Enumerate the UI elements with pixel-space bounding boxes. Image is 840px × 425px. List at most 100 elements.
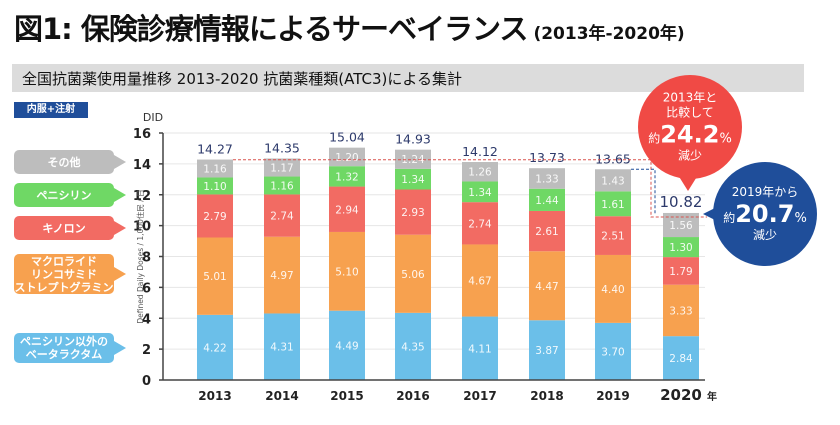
legend-label: マクロライド リンコサミド ストレプトグラミン [14, 254, 114, 294]
callout-value: 20.7 [735, 200, 795, 228]
bar-segment-label: 2.51 [601, 231, 624, 243]
bar-segment [264, 313, 300, 380]
callout-vs-2019: 2019年から 約20.7% 減少 [703, 162, 817, 266]
x-tick-label: 2015 [330, 389, 363, 403]
x-tick-label: 2017 [463, 389, 496, 403]
bar-segment-label: 5.06 [401, 269, 425, 281]
y-tick-label: 2 [142, 343, 151, 358]
legend-item-other: その他 [14, 150, 126, 174]
legend-label: ペニシリン [36, 188, 92, 202]
bar-segment-label: 1.43 [601, 175, 624, 187]
bar-segment-label: 2.74 [468, 218, 492, 230]
bar-segment-label: 2.79 [203, 211, 226, 223]
bar-segment [329, 231, 365, 311]
bar-total-label: 13.73 [529, 150, 565, 165]
route-badge: 内服+注射 [14, 102, 88, 118]
callout-line: 減少 [752, 228, 777, 242]
bar-segment-label: 1.79 [669, 266, 692, 278]
bar-segment [529, 210, 565, 252]
bar-segment-label: 4.31 [270, 342, 293, 354]
bar-segment [462, 244, 498, 317]
bar-segment [197, 194, 233, 238]
bar-segment-label: 1.32 [335, 171, 358, 183]
bar-segment-label: 4.35 [401, 341, 424, 353]
y-tick-label: 14 [133, 158, 151, 173]
bar-segment-label: 3.33 [669, 305, 692, 317]
callout-prefix: 約 [648, 131, 661, 146]
legend-item-penicillin: ペニシリン [14, 183, 126, 207]
bar-segment [595, 191, 631, 217]
bar-segment [663, 336, 699, 380]
bar-segment [529, 320, 565, 380]
legend-label: その他 [47, 155, 81, 169]
bar-segment [395, 168, 431, 190]
callout-line: 減少 [677, 148, 702, 163]
callout-line: 比較して [666, 105, 714, 120]
callout-unit: % [794, 211, 807, 226]
y-tick-label: 8 [142, 251, 151, 266]
callout-unit: % [719, 131, 732, 147]
bar-segment [264, 158, 300, 177]
y-tick-label: 4 [142, 312, 151, 327]
figure-title: 図1: 保険診療情報によるサーベイランス (2013年-2020年) [14, 6, 685, 48]
figure-title-range: (2013年-2020年) [533, 24, 685, 44]
bar-segment [663, 257, 699, 285]
x-tick-label: 2014 [265, 389, 298, 403]
y-tick-label: 6 [142, 281, 151, 296]
bar-segment [462, 202, 498, 245]
bar-segment-label: 1.34 [468, 187, 492, 199]
bar-total-label: 14.35 [264, 140, 300, 155]
y-tick-label: 16 [133, 127, 151, 142]
legend-item-macrolide: マクロライド リンコサミド ストレプトグラミン [14, 254, 126, 294]
bar-segment-label: 1.24 [401, 154, 425, 166]
bar-segment-label: 4.49 [335, 340, 358, 352]
bar-segment-label: 1.34 [401, 174, 425, 186]
x-tick-label: 2019 [596, 389, 629, 403]
bar-segment-label: 2.61 [535, 226, 558, 238]
bar-segment-label: 4.22 [203, 342, 226, 354]
legend-label: キノロン [42, 221, 86, 235]
y-unit-label: DID [143, 111, 163, 124]
bar-segment-label: 1.61 [601, 199, 624, 211]
bar-segment-label: 1.16 [270, 180, 294, 192]
y-axis-title: Defined Daily Doses / 1,000住民 / 日 [135, 189, 145, 323]
bar-segment-label: 2.93 [401, 207, 424, 219]
chart-subtitle: 全国抗菌薬使用量推移 2013-2020 抗菌薬種類(ATC3)による集計 [22, 70, 462, 88]
bar-segment [264, 236, 300, 314]
bar-segment [197, 314, 233, 380]
bar-total-label: 10.82 [660, 193, 703, 211]
bar-segment-label: 1.44 [535, 195, 559, 207]
bar-segment-label: 2.84 [669, 353, 693, 365]
bar-segment-label: 4.47 [535, 281, 558, 293]
bar-segment [329, 147, 365, 167]
bar-segment [395, 234, 431, 313]
y-tick-label: 10 [133, 220, 151, 235]
bar-total-label: 14.93 [395, 132, 431, 147]
figure-title-text: 図1: 保険診療情報によるサーベイランス [14, 12, 528, 46]
bar-segment-label: 4.11 [468, 343, 491, 355]
x-tick-label: 2020 [660, 386, 702, 404]
bar-segment-label: 3.70 [601, 346, 624, 358]
x-suffix-label: 年 [707, 390, 717, 403]
bar-segment-label: 1.26 [468, 167, 492, 179]
legend-item-beta-lactam: ペニシリン以外の ベータラクタム [14, 333, 126, 363]
bar-segment [329, 166, 365, 187]
bar-segment [462, 162, 498, 182]
y-tick-label: 0 [142, 374, 151, 389]
callout-line: 2013年と [662, 90, 718, 105]
callout-vs-2013: 2013年と 比較して 約24.2% 減少 [638, 75, 742, 191]
bar-segment-label: 1.16 [203, 164, 227, 176]
bar-segment [462, 181, 498, 203]
bar-segment-label: 4.97 [270, 270, 293, 282]
bar-segment-label: 1.30 [669, 242, 692, 254]
bar-total-label: 14.12 [462, 144, 498, 159]
bar-segment [462, 316, 498, 380]
bar-segment-label: 4.40 [601, 284, 624, 296]
bar-segment-label: 1.10 [203, 181, 226, 193]
bar-total-label: 15.04 [329, 130, 365, 145]
bar-segment [595, 169, 631, 192]
legend-item-quinolone: キノロン [14, 216, 126, 240]
bar-segment-label: 4.67 [468, 276, 491, 288]
bar-segment [395, 189, 431, 235]
bar-segment [595, 216, 631, 255]
